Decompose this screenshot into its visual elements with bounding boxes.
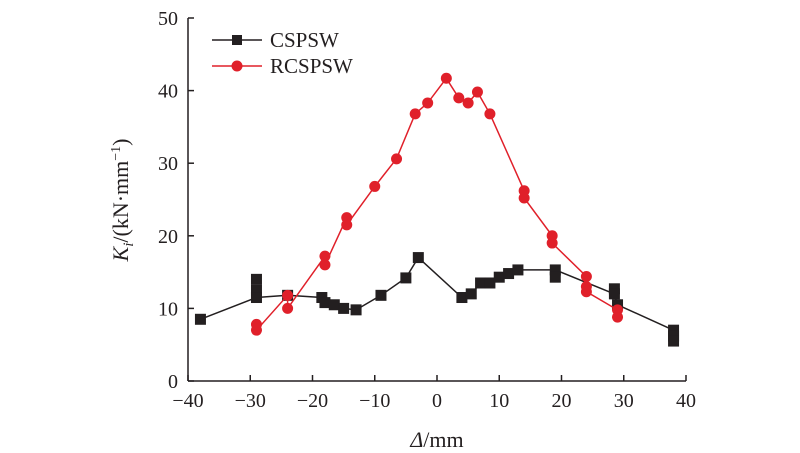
data-point-cspsw — [250, 273, 262, 285]
data-point-cspsw — [412, 252, 424, 264]
series-rcspsw — [250, 72, 624, 336]
data-point-rcspsw — [453, 92, 465, 104]
data-point-cspsw — [493, 271, 505, 283]
legend: CSPSW RCSPSW — [212, 28, 353, 78]
x-axis-unit: /mm — [423, 427, 463, 452]
legend-item-cspsw: CSPSW — [212, 28, 339, 52]
x-tick-label: 10 — [489, 390, 509, 412]
data-point-rcspsw — [484, 108, 496, 120]
data-point-rcspsw — [612, 311, 624, 323]
legend-label-rcspsw: RCSPSW — [270, 54, 353, 78]
y-axis-unit-after: ) — [108, 139, 133, 146]
y-tick-label: 50 — [158, 8, 178, 30]
data-point-rcspsw — [462, 97, 474, 109]
x-tick-label: 0 — [432, 390, 442, 412]
y-axis-subscript: i — [121, 243, 137, 247]
y-tick-label: 0 — [168, 371, 178, 393]
data-point-rcspsw — [341, 219, 353, 231]
data-point-rcspsw — [546, 237, 558, 249]
legend-item-rcspsw: RCSPSW — [212, 54, 353, 78]
data-point-rcspsw — [422, 97, 434, 109]
plot-area: −40 −30 −20 −10 0 10 20 30 40 0 10 20 30 40 50 — [158, 8, 696, 412]
data-point-rcspsw — [518, 192, 530, 204]
data-point-cspsw — [194, 313, 206, 325]
x-axis-symbol: Δ — [409, 427, 423, 452]
y-axis-unit-before: /(kN·mm — [108, 161, 133, 243]
data-point-rcspsw — [282, 302, 294, 314]
y-axis-superscript: −1 — [109, 146, 124, 161]
data-point-cspsw — [608, 288, 620, 300]
x-tick-label: 30 — [614, 390, 634, 412]
data-point-cspsw — [328, 299, 340, 311]
data-point-rcspsw — [369, 180, 381, 192]
y-axis-title: Ki/(kN·mm−1) — [108, 139, 137, 263]
data-point-cspsw — [375, 289, 387, 301]
x-tick-label: −30 — [235, 390, 266, 412]
data-point-cspsw — [465, 288, 477, 300]
data-point-rcspsw — [409, 108, 421, 120]
y-axis-symbol: K — [108, 245, 133, 262]
y-tick-label: 40 — [158, 81, 178, 103]
series-layer — [194, 72, 680, 347]
data-point-rcspsw — [580, 270, 592, 282]
data-point-rcspsw — [319, 259, 331, 271]
data-point-rcspsw — [471, 86, 483, 98]
data-point-cspsw — [503, 268, 515, 280]
data-point-cspsw — [319, 297, 331, 309]
data-point-rcspsw — [391, 153, 403, 165]
data-point-cspsw — [350, 304, 362, 316]
data-point-cspsw — [400, 272, 412, 284]
x-ticks: −40 −30 −20 −10 0 10 20 30 40 — [172, 375, 696, 412]
legend-marker-cspsw — [232, 35, 242, 45]
y-tick-label: 10 — [158, 298, 178, 320]
data-point-cspsw — [250, 292, 262, 304]
legend-label-cspsw: CSPSW — [270, 28, 339, 52]
data-point-cspsw — [484, 277, 496, 289]
data-point-cspsw — [338, 302, 350, 314]
data-point-rcspsw — [282, 289, 294, 301]
data-point-cspsw — [549, 271, 561, 283]
data-point-cspsw — [668, 335, 680, 347]
data-point-cspsw — [475, 277, 487, 289]
data-point-rcspsw — [580, 286, 592, 298]
y-ticks: 0 10 20 30 40 50 — [158, 8, 194, 393]
data-point-cspsw — [456, 292, 468, 304]
series-line-cspsw — [200, 256, 674, 331]
series-cspsw — [194, 252, 680, 347]
x-tick-label: −40 — [172, 390, 203, 412]
x-tick-label: −10 — [359, 390, 390, 412]
legend-marker-rcspsw — [231, 60, 243, 72]
data-point-cspsw — [549, 264, 561, 276]
x-tick-label: 20 — [552, 390, 572, 412]
data-point-cspsw — [512, 264, 524, 276]
y-tick-label: 20 — [158, 226, 178, 248]
x-axis-title: Δ/mm — [409, 427, 463, 452]
data-point-cspsw — [668, 324, 680, 336]
data-point-rcspsw — [250, 324, 262, 336]
x-tick-label: 40 — [676, 390, 696, 412]
y-tick-label: 30 — [158, 153, 178, 175]
data-point-cspsw — [250, 284, 262, 296]
data-point-rcspsw — [319, 250, 331, 262]
x-tick-label: −20 — [297, 390, 328, 412]
series-line-rcspsw — [255, 76, 619, 333]
data-point-rcspsw — [440, 72, 452, 84]
